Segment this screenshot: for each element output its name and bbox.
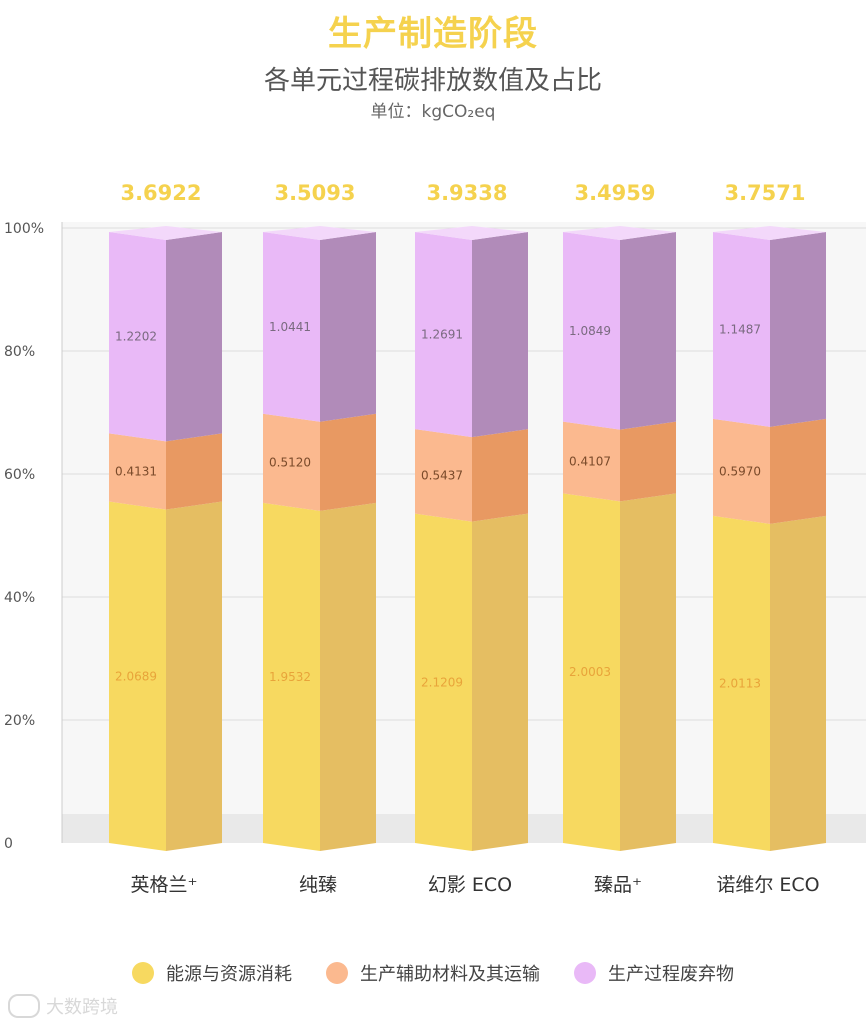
bar-aux-value-label: 0.4131 bbox=[115, 464, 157, 478]
bar-aux-front bbox=[563, 421, 620, 502]
bar-aux-side bbox=[472, 429, 528, 522]
y-tick-label: 60% bbox=[4, 467, 35, 483]
bar-waste-value-label: 1.1487 bbox=[719, 322, 761, 336]
bar-waste-front bbox=[563, 232, 620, 430]
y-tick-label: 40% bbox=[4, 590, 35, 606]
bar-total-label: 3.6922 bbox=[120, 181, 201, 205]
bar-waste-value-label: 1.0441 bbox=[269, 320, 311, 334]
bar-energy-front bbox=[713, 515, 770, 851]
bar-energy-side bbox=[166, 501, 222, 851]
legend-label-waste: 生产过程废弃物 bbox=[608, 964, 734, 985]
unit-label: 单位：kgCO₂eq bbox=[370, 102, 496, 122]
bar-top-cap bbox=[563, 226, 676, 240]
bar-waste-side bbox=[620, 232, 676, 430]
bar-energy-front bbox=[263, 502, 320, 851]
bar-total-label: 3.7571 bbox=[724, 181, 805, 205]
bar-waste-value-label: 1.2202 bbox=[115, 330, 157, 344]
x-category-label: 幻影 ECO bbox=[428, 874, 512, 896]
legend-label-energy: 能源与资源消耗 bbox=[166, 964, 292, 985]
bar-aux-front bbox=[415, 429, 472, 522]
bar-aux-value-label: 0.5437 bbox=[421, 468, 463, 482]
bar-waste-front bbox=[713, 232, 770, 427]
bar-total-label: 3.5093 bbox=[274, 181, 355, 205]
bar-waste-front bbox=[415, 232, 472, 438]
bar-energy-value-label: 2.0689 bbox=[115, 669, 157, 683]
legend-label-aux: 生产辅助材料及其运输 bbox=[360, 964, 540, 985]
bar-waste-side bbox=[320, 232, 376, 422]
y-tick-label: 0 bbox=[4, 836, 13, 852]
bar-energy-side bbox=[620, 493, 676, 851]
bar-aux-value-label: 0.5970 bbox=[719, 464, 761, 478]
y-tick-label: 80% bbox=[4, 344, 35, 360]
stacked-bar-chart: 0 20% 40% 60% 80% 100% 2.0689 0.4131 1.2202 3.692… bbox=[4, 181, 866, 896]
bar-total-label: 3.4959 bbox=[574, 181, 655, 205]
bar-top-cap bbox=[713, 226, 826, 240]
page-subtitle: 各单元过程碳排放数值及占比 bbox=[263, 66, 602, 96]
legend-swatch-waste bbox=[574, 962, 596, 984]
bar-aux-side bbox=[320, 413, 376, 511]
bar-total-label: 3.9338 bbox=[426, 181, 507, 205]
bar-energy-side bbox=[472, 513, 528, 851]
bar-waste-side bbox=[770, 232, 826, 427]
x-category-label: 臻品⁺ bbox=[594, 874, 642, 896]
legend-item-aux: 生产辅助材料及其运输 bbox=[326, 960, 540, 986]
bar-energy-side bbox=[320, 502, 376, 851]
bar-waste-front bbox=[109, 232, 166, 442]
legend-item-energy: 能源与资源消耗 bbox=[132, 960, 292, 986]
bar-aux-front bbox=[713, 418, 770, 524]
bar-energy-value-label: 2.0113 bbox=[719, 676, 761, 690]
page-title: 生产制造阶段 bbox=[328, 14, 538, 54]
bar-energy-value-label: 2.1209 bbox=[421, 675, 463, 689]
bar-waste-front bbox=[263, 232, 320, 422]
bar-top-cap bbox=[109, 226, 222, 240]
bar-aux-front bbox=[109, 433, 166, 510]
bar-top-cap bbox=[415, 226, 528, 240]
bar-energy-value-label: 1.9532 bbox=[269, 670, 311, 684]
x-category-label: 诺维尔 ECO bbox=[716, 874, 819, 896]
y-tick-label: 20% bbox=[4, 713, 35, 729]
bar-energy-front bbox=[563, 493, 620, 851]
bar-energy-value-label: 2.0003 bbox=[569, 665, 611, 679]
y-tick-label: 100% bbox=[4, 221, 44, 237]
legend-swatch-energy bbox=[132, 962, 154, 984]
bar-energy-front bbox=[415, 513, 472, 851]
bar-waste-side bbox=[472, 232, 528, 438]
bar-aux-side bbox=[770, 418, 826, 524]
bar-energy-front bbox=[109, 501, 166, 851]
watermark: 大数跨境 bbox=[8, 993, 118, 1019]
x-category-label: 英格兰⁺ bbox=[130, 874, 197, 896]
bar-aux-front bbox=[263, 413, 320, 511]
legend-item-waste: 生产过程废弃物 bbox=[574, 960, 734, 986]
watermark-text: 大数跨境 bbox=[46, 997, 118, 1018]
bar-top-cap bbox=[263, 226, 376, 240]
watermark-logo-icon bbox=[8, 994, 40, 1018]
legend-swatch-aux bbox=[326, 962, 348, 984]
chart-legend: 能源与资源消耗 生产辅助材料及其运输 生产过程废弃物 bbox=[0, 960, 866, 986]
bar-aux-value-label: 0.5120 bbox=[269, 455, 311, 469]
bar-aux-side bbox=[166, 433, 222, 510]
bar-energy-side bbox=[770, 515, 826, 851]
bar-aux-side bbox=[620, 421, 676, 502]
bar-waste-value-label: 1.0849 bbox=[569, 324, 611, 338]
bar-waste-side bbox=[166, 232, 222, 442]
bar-aux-value-label: 0.4107 bbox=[569, 455, 611, 469]
x-category-label: 纯臻 bbox=[299, 874, 337, 896]
bar-waste-value-label: 1.2691 bbox=[421, 328, 463, 342]
